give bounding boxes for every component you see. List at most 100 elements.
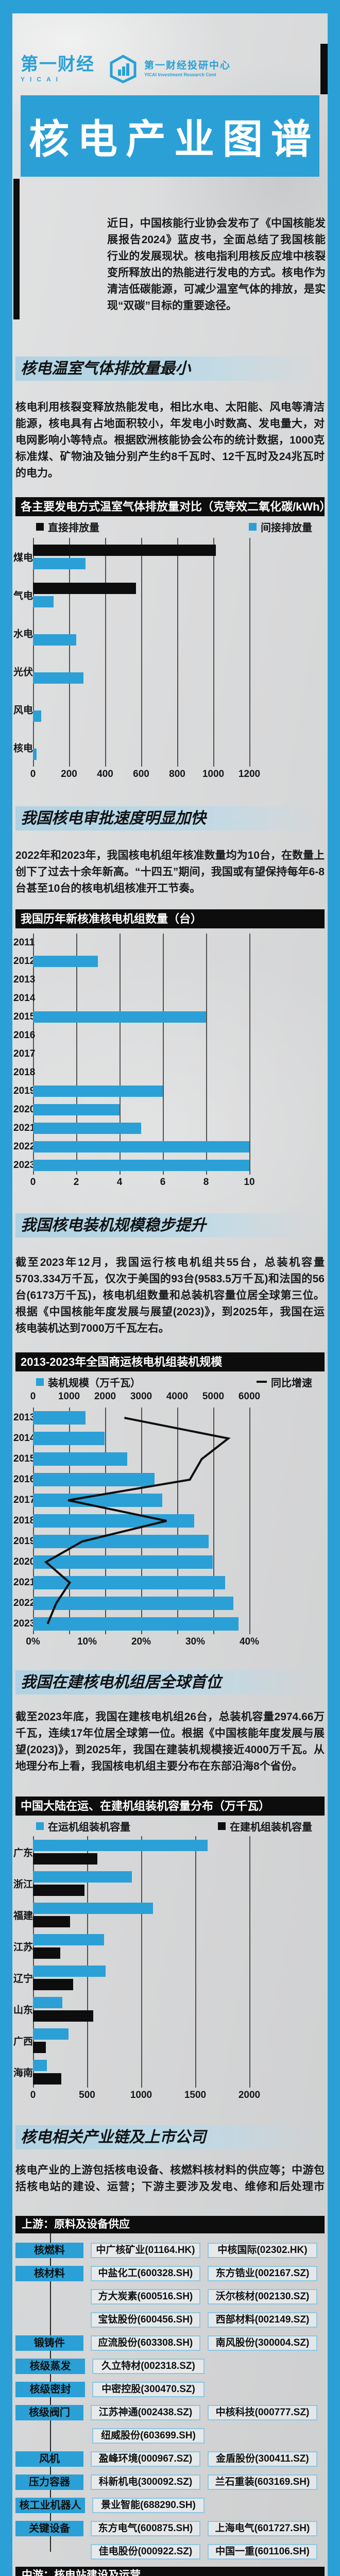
section-heading-industry-chain: 核电相关产业链及上市公司 <box>15 2125 325 2149</box>
gridline <box>33 934 34 1175</box>
company-box: 中国一重(601106.SH) <box>207 2544 317 2560</box>
category-label: 2015 <box>13 1453 36 1464</box>
chain-category-label: 核燃料 <box>15 2243 83 2258</box>
chain-row: 压力容器 科新机电(300092.SZ) 兰石重装(603169.SH) <box>15 2475 325 2490</box>
category-label: 光伏 <box>13 667 33 678</box>
category-label: 2023 <box>13 1618 36 1629</box>
chain-row: 佳电股份(000922.SZ) 中国一重(601106.SH) <box>15 2544 325 2560</box>
x-axis: 0 500 1000 1500 2000 <box>12 2088 328 2103</box>
gridline <box>33 1836 34 2088</box>
category-label: 核电 <box>13 743 33 754</box>
chart-row: 2018 <box>12 1511 328 1531</box>
company-box: 纽威股份(603699.SH) <box>92 2428 205 2444</box>
company-box: 佳电股份(000922.SZ) <box>90 2544 200 2560</box>
chart-row: 广西 <box>12 2025 328 2056</box>
gridline <box>163 934 164 1175</box>
category-label: 山东 <box>13 2005 33 2015</box>
chart-row: 煤电 <box>12 538 328 576</box>
company-box: 上海电气(601727.SH) <box>207 2521 317 2536</box>
chart-row: 辽宁 <box>12 1962 328 1993</box>
bar-气电-直接排放量 <box>33 583 136 594</box>
axis-tick-label: 20% <box>131 1636 151 1647</box>
legend-item-growth: 同比增速 <box>257 1375 312 1389</box>
section-paragraph-approvals: 2022年和2023年，我国核电机组年核准数量均为10台，在数量上创下了过去十余… <box>15 850 325 894</box>
chart-row: 风电 <box>12 690 328 728</box>
bar-浙江-在运机组装机容量 <box>33 1871 132 1883</box>
yicai-logo: 第一财经 YICAI <box>21 56 95 82</box>
category-label: 煤电 <box>13 552 33 564</box>
chain-category-label: 风机 <box>15 2451 83 2467</box>
axis-tick-label: 2 <box>73 1177 79 1188</box>
legend-label-capacity: 装机规模（万千瓦） <box>48 1377 141 1389</box>
chart-row: 海南 <box>12 2056 328 2088</box>
bar-气电-间接排放量 <box>33 596 54 607</box>
company-box: 东方锆业(002167.SZ) <box>207 2266 317 2281</box>
legend-item-indirect: 间接排放量 <box>249 519 312 534</box>
chart-plot-area: 广东 浙江 福建 江苏 辽宁 山东 广西 海南 <box>12 1836 328 2088</box>
company-box: 沃尔核材(002130.SZ) <box>207 2289 317 2304</box>
chain-category-label: 锻铸件 <box>15 2335 83 2351</box>
chart-row: 2011 <box>12 934 328 952</box>
category-label: 2018 <box>13 1515 36 1526</box>
decorative-black-bar-left <box>13 179 20 319</box>
chain-category-label: 核材料 <box>15 2266 83 2281</box>
company-box: 中核科技(000777.SZ) <box>207 2405 317 2420</box>
axis-tick-label: 200 <box>61 769 77 779</box>
bar-2014-装机规模（万千瓦） <box>33 1432 105 1445</box>
gridline <box>87 1836 88 2088</box>
axis-tick-label: 1000 <box>58 1391 80 1402</box>
chart-title-emissions: 各主要发电方式温室气体排放量对比（克等效二氧化碳/kWh） <box>15 497 325 516</box>
company-box: 西部材料(002149.SZ) <box>207 2312 317 2328</box>
chart-row: 2019 <box>12 1531 328 1552</box>
gridline <box>249 934 250 1175</box>
company-box: 金盾股份(300411.SZ) <box>207 2451 317 2467</box>
category-label: 2014 <box>13 1433 36 1444</box>
bar-2012 <box>33 956 98 967</box>
chain-row: 风机 盈峰环境(000967.SZ) 金盾股份(300411.SZ) <box>15 2451 325 2467</box>
bar-煤电-间接排放量 <box>33 558 86 569</box>
chart-row: 2020 <box>12 1552 328 1572</box>
chain-row: 核级阀门 江苏神通(002438.SZ) 中核科技(000777.SZ) <box>15 2405 325 2420</box>
category-label: 2019 <box>13 1086 36 1096</box>
chart-row: 广东 <box>12 1836 328 1868</box>
axis-tick-label: 1000 <box>130 2090 152 2100</box>
chart-row: 浙江 <box>12 1868 328 1899</box>
chart-row: 2022 <box>12 1138 328 1156</box>
company-box: 中广核矿业(01164.HK) <box>90 2243 200 2258</box>
company-box: 东方电气(600875.SH) <box>90 2521 200 2536</box>
chart-row: 2012 <box>12 952 328 971</box>
bar-煤电-直接排放量 <box>33 545 216 556</box>
bar-辽宁-在运机组装机容量 <box>33 1965 106 1977</box>
chart-legend-provinces: 在运机组装机容量 在建机组装机容量 <box>15 1820 325 1833</box>
company-box: 应流股份(603308.SH) <box>90 2335 200 2351</box>
gridline <box>177 538 178 767</box>
category-label: 2022 <box>13 1141 36 1152</box>
gridline <box>249 538 250 767</box>
axis-tick-label: 0 <box>30 769 36 779</box>
section-paragraph-under-construction: 截至2023年底，我国在建核电机组26台，总装机容量2974.66万千瓦，连续1… <box>15 1711 325 1772</box>
bar-广东-在运机组装机容量 <box>33 1839 208 1851</box>
section-heading-emissions: 核电温室气体排放量最小 <box>15 357 325 381</box>
bar-2023-装机规模（万千瓦） <box>33 1617 239 1631</box>
intro-paragraph: 近日，中国核能行业协会发布了《中国核能发展报告2024》蓝皮书，全面总结了我国核… <box>107 217 326 312</box>
gridline <box>213 538 214 767</box>
chain-category-label <box>15 2312 83 2328</box>
chart-row: 福建 <box>12 1899 328 1930</box>
blue-swatch-icon <box>36 1822 44 1830</box>
bar-2018-装机规模（万千瓦） <box>33 1514 194 1528</box>
chain-row: 宝钛股份(600456.SH) 西部材料(002149.SZ) <box>15 2312 325 2328</box>
gridline <box>105 538 106 767</box>
bar-山东-在运机组装机容量 <box>33 1996 62 2008</box>
axis-tick-label: 10 <box>244 1177 255 1188</box>
bar-福建-在建机组装机容量 <box>33 1916 70 1927</box>
category-label: 气电 <box>13 590 33 602</box>
bar-核电-间接排放量 <box>33 749 37 760</box>
poster-canvas: 第一财经 YICAI 第一财经投研中心 YICAI Investment Res… <box>12 13 328 2576</box>
axis-tick-label: 4 <box>116 1177 123 1188</box>
axis-tick-label: 4000 <box>166 1391 189 1402</box>
chart-title-approvals: 我国历年新核准核电机组数量（台） <box>15 909 325 928</box>
bar-2013-装机规模（万千瓦） <box>33 1411 86 1425</box>
chart-row: 2021 <box>12 1119 328 1138</box>
chart-row: 山东 <box>12 1993 328 2025</box>
